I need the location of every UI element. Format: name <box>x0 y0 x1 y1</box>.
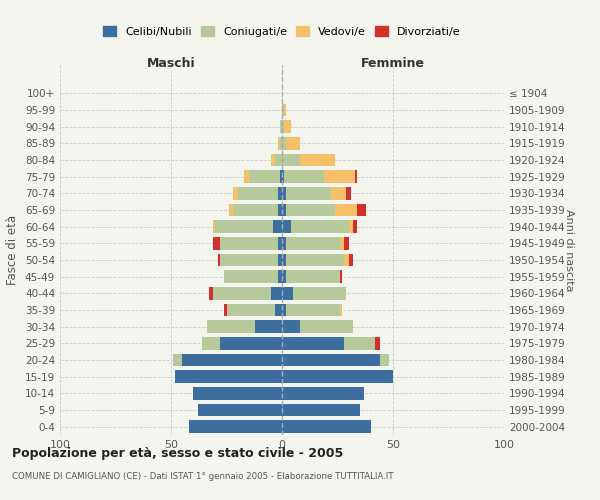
Bar <box>182 354 282 366</box>
Bar <box>273 220 282 233</box>
Bar <box>282 370 393 383</box>
Bar <box>213 220 215 233</box>
Bar <box>282 287 293 300</box>
Bar <box>284 120 291 133</box>
Bar <box>233 187 238 200</box>
Bar <box>340 304 342 316</box>
Bar <box>331 187 346 200</box>
Bar <box>349 220 353 233</box>
Bar <box>286 137 300 149</box>
Bar <box>282 137 286 149</box>
Bar <box>197 404 282 416</box>
Bar <box>280 120 282 133</box>
Bar <box>220 254 278 266</box>
Bar <box>278 137 280 149</box>
Bar <box>344 237 349 250</box>
Bar <box>278 270 282 283</box>
Bar <box>346 187 351 200</box>
Bar <box>282 420 371 433</box>
Bar <box>271 154 275 166</box>
Bar <box>282 270 286 283</box>
Bar <box>284 104 286 116</box>
Bar <box>244 170 249 183</box>
Bar <box>173 354 182 366</box>
Bar <box>248 170 280 183</box>
Bar <box>224 304 227 316</box>
Bar <box>238 187 278 200</box>
Bar <box>209 287 213 300</box>
Bar <box>340 237 344 250</box>
Bar <box>353 220 358 233</box>
Bar <box>282 220 291 233</box>
Bar <box>335 204 358 216</box>
Text: COMUNE DI CAMIGLIANO (CE) - Dati ISTAT 1° gennaio 2005 - Elaborazione TUTTITALIA: COMUNE DI CAMIGLIANO (CE) - Dati ISTAT 1… <box>12 472 394 481</box>
Bar <box>286 237 340 250</box>
Legend: Celibi/Nubili, Coniugati/e, Vedovi/e, Divorziati/e: Celibi/Nubili, Coniugati/e, Vedovi/e, Di… <box>100 22 464 40</box>
Bar <box>193 387 282 400</box>
Bar <box>291 220 349 233</box>
Bar <box>282 304 286 316</box>
Bar <box>380 354 389 366</box>
Bar <box>282 104 284 116</box>
Bar <box>286 254 344 266</box>
Bar <box>202 337 220 349</box>
Bar <box>286 187 331 200</box>
Bar <box>355 170 358 183</box>
Bar <box>344 254 349 266</box>
Bar <box>282 254 286 266</box>
Bar <box>282 387 364 400</box>
Text: Maschi: Maschi <box>146 57 196 70</box>
Bar <box>280 137 282 149</box>
Bar <box>218 254 220 266</box>
Bar <box>278 187 282 200</box>
Bar <box>344 337 375 349</box>
Bar <box>282 320 300 333</box>
Bar <box>282 354 380 366</box>
Bar <box>282 154 300 166</box>
Bar <box>275 304 282 316</box>
Bar <box>375 337 380 349</box>
Bar <box>286 204 335 216</box>
Bar <box>229 204 233 216</box>
Bar <box>206 320 256 333</box>
Bar <box>324 170 355 183</box>
Bar <box>280 170 282 183</box>
Bar <box>213 287 271 300</box>
Text: Femmine: Femmine <box>361 57 425 70</box>
Bar <box>286 304 340 316</box>
Y-axis label: Anni di nascita: Anni di nascita <box>564 209 574 291</box>
Bar <box>286 270 340 283</box>
Bar <box>282 337 344 349</box>
Bar <box>256 320 282 333</box>
Bar <box>282 187 286 200</box>
Bar <box>175 370 282 383</box>
Bar <box>278 204 282 216</box>
Bar <box>358 204 367 216</box>
Bar <box>282 204 286 216</box>
Bar <box>282 120 284 133</box>
Bar <box>213 237 220 250</box>
Bar <box>227 304 275 316</box>
Bar <box>293 287 346 300</box>
Bar <box>340 270 342 283</box>
Bar <box>215 220 273 233</box>
Bar <box>278 254 282 266</box>
Bar <box>271 287 282 300</box>
Bar <box>284 170 324 183</box>
Y-axis label: Fasce di età: Fasce di età <box>7 215 19 285</box>
Bar <box>220 237 278 250</box>
Bar <box>282 237 286 250</box>
Bar <box>278 237 282 250</box>
Bar <box>300 320 353 333</box>
Bar <box>300 154 335 166</box>
Bar <box>224 270 278 283</box>
Bar <box>189 420 282 433</box>
Bar <box>349 254 353 266</box>
Bar <box>282 170 284 183</box>
Text: Popolazione per età, sesso e stato civile - 2005: Popolazione per età, sesso e stato civil… <box>12 448 343 460</box>
Bar <box>220 337 282 349</box>
Bar <box>233 204 278 216</box>
Bar <box>275 154 282 166</box>
Bar <box>282 404 360 416</box>
